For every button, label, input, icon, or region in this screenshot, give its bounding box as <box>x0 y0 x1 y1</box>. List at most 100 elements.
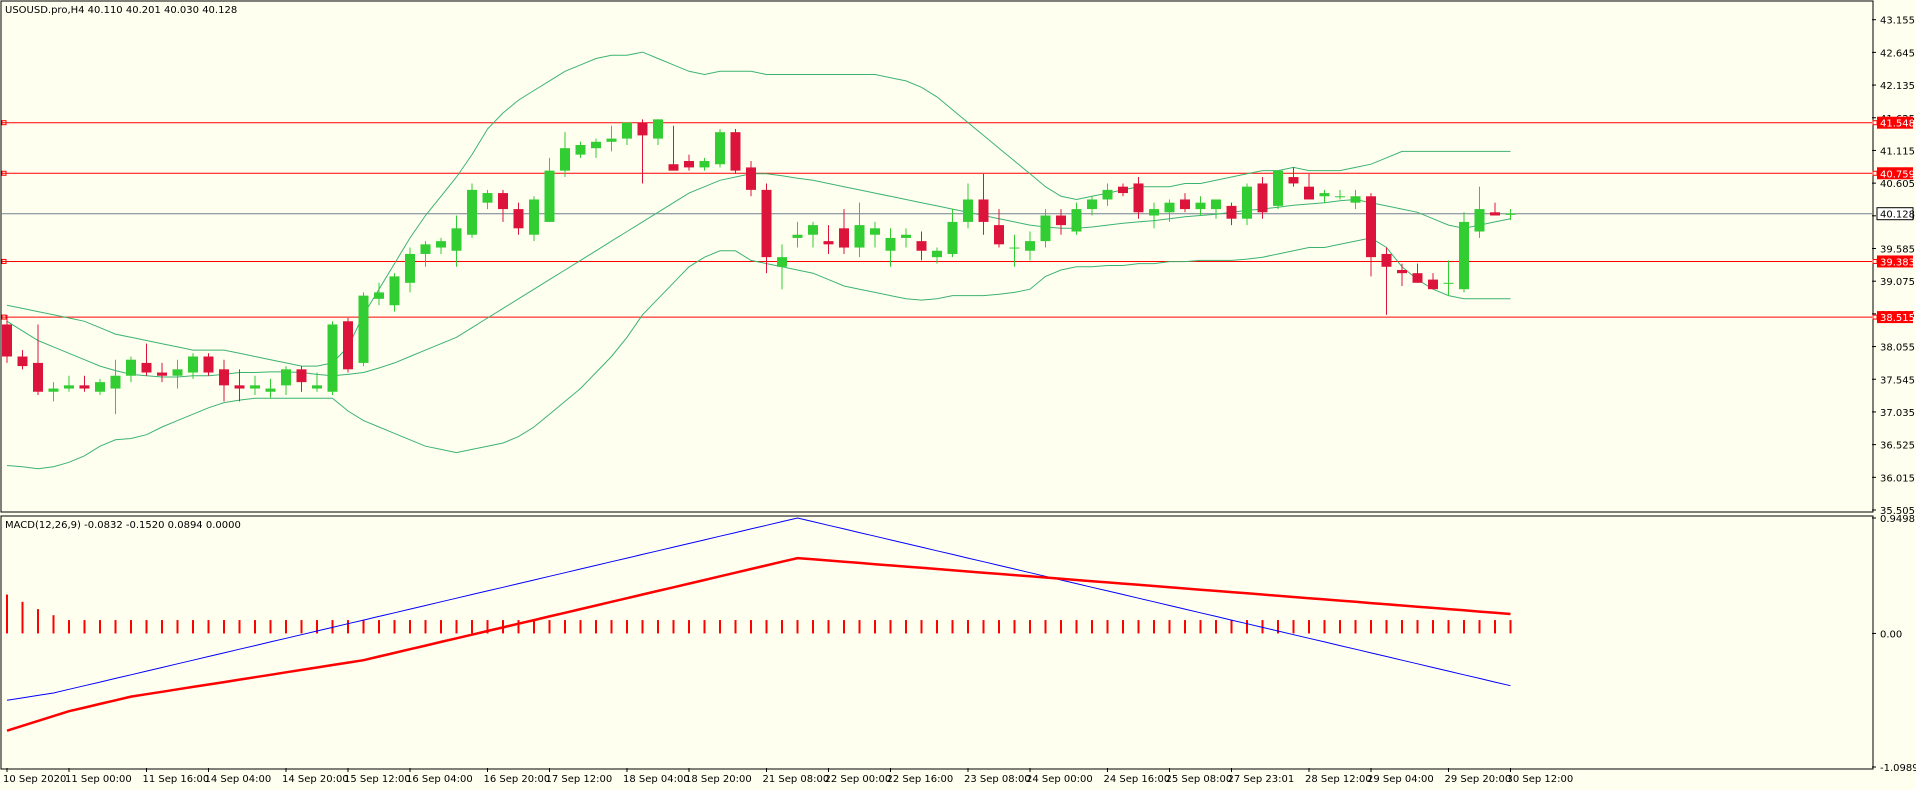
candle[interactable] <box>1474 186 1485 238</box>
candle[interactable] <box>2 314 12 363</box>
level-anchor-handle[interactable] <box>1 258 7 264</box>
candle[interactable] <box>234 369 245 402</box>
candle[interactable] <box>17 350 28 370</box>
candle[interactable] <box>761 183 772 274</box>
candle[interactable] <box>916 231 927 261</box>
candle[interactable] <box>1490 202 1500 216</box>
candle[interactable] <box>312 372 322 392</box>
candle[interactable] <box>1459 212 1469 293</box>
candle[interactable] <box>1381 247 1392 315</box>
candle[interactable] <box>1319 189 1330 203</box>
candle[interactable] <box>436 237 446 254</box>
candle[interactable] <box>203 353 214 376</box>
candle[interactable] <box>451 215 462 267</box>
candle[interactable] <box>606 125 617 152</box>
candle[interactable] <box>296 366 307 392</box>
candle[interactable] <box>1242 183 1252 226</box>
candle[interactable] <box>870 221 880 248</box>
candle[interactable] <box>141 343 152 376</box>
candle[interactable] <box>963 183 973 229</box>
candle[interactable] <box>1443 260 1454 296</box>
candle[interactable] <box>653 119 663 146</box>
level-anchor-handle[interactable] <box>1 170 7 176</box>
candle[interactable] <box>746 161 756 197</box>
candle[interactable] <box>374 282 384 306</box>
candle[interactable] <box>1087 196 1097 216</box>
candle[interactable] <box>637 119 648 184</box>
candle[interactable] <box>1056 209 1066 235</box>
candle[interactable] <box>172 359 183 389</box>
candle[interactable] <box>1195 196 1206 216</box>
candle[interactable] <box>901 228 911 248</box>
candle[interactable] <box>715 128 725 168</box>
candle[interactable] <box>1226 202 1237 226</box>
candle[interactable] <box>947 209 958 258</box>
candle[interactable] <box>885 228 896 267</box>
candle[interactable] <box>1118 183 1128 197</box>
candle[interactable] <box>1288 167 1299 187</box>
candle[interactable] <box>699 157 710 171</box>
candle[interactable] <box>1102 183 1113 206</box>
candle[interactable] <box>591 138 601 158</box>
candle[interactable] <box>730 128 741 174</box>
candle[interactable] <box>1428 273 1438 290</box>
candle[interactable] <box>994 209 1004 248</box>
candle[interactable] <box>1412 263 1423 283</box>
candle[interactable] <box>482 189 493 210</box>
candle[interactable] <box>513 202 524 235</box>
candle[interactable] <box>823 225 834 254</box>
candle[interactable] <box>467 183 477 238</box>
candle[interactable] <box>265 378 276 399</box>
candle[interactable] <box>1505 209 1516 220</box>
candle[interactable] <box>79 375 90 392</box>
candle[interactable] <box>1009 234 1020 267</box>
level-anchor-handle[interactable] <box>1 314 7 320</box>
candle[interactable] <box>498 189 508 222</box>
candle[interactable] <box>219 359 229 402</box>
candle[interactable] <box>575 141 586 158</box>
candle[interactable] <box>529 196 539 242</box>
candle[interactable] <box>1273 170 1283 210</box>
candle[interactable] <box>358 292 369 367</box>
candle[interactable] <box>1335 189 1345 200</box>
candle[interactable] <box>343 318 353 373</box>
candle[interactable] <box>110 359 121 415</box>
candle[interactable] <box>1304 173 1314 200</box>
candle[interactable] <box>932 247 942 264</box>
candle[interactable] <box>281 366 291 395</box>
candle[interactable] <box>1025 231 1035 261</box>
candle[interactable] <box>250 375 260 395</box>
candle[interactable] <box>622 122 632 146</box>
candle[interactable] <box>126 356 136 383</box>
candle[interactable] <box>188 353 198 379</box>
candle[interactable] <box>389 273 400 312</box>
candle[interactable] <box>33 324 43 395</box>
candle[interactable] <box>1133 177 1144 219</box>
candle[interactable] <box>64 375 74 392</box>
candle[interactable] <box>792 221 803 248</box>
candle[interactable] <box>684 154 694 171</box>
candle[interactable] <box>1397 263 1407 287</box>
candle[interactable] <box>1366 193 1376 277</box>
candle[interactable] <box>1164 199 1175 222</box>
candle[interactable] <box>1040 209 1051 248</box>
candle[interactable] <box>1149 202 1159 229</box>
candle[interactable] <box>420 241 431 267</box>
candle[interactable] <box>1350 189 1361 210</box>
candle[interactable] <box>544 157 555 222</box>
candle[interactable] <box>1071 202 1082 235</box>
candle[interactable] <box>327 321 338 395</box>
candle[interactable] <box>1211 199 1221 219</box>
candle[interactable] <box>978 173 989 235</box>
candle[interactable] <box>157 362 167 383</box>
candle[interactable] <box>48 382 59 402</box>
candle[interactable] <box>777 244 787 290</box>
level-anchor-handle[interactable] <box>1 120 7 126</box>
candle[interactable] <box>405 247 415 293</box>
candle[interactable] <box>668 125 679 171</box>
candle[interactable] <box>95 378 105 395</box>
candle[interactable] <box>1257 177 1268 219</box>
candle[interactable] <box>839 209 849 254</box>
candle[interactable] <box>1180 193 1190 213</box>
